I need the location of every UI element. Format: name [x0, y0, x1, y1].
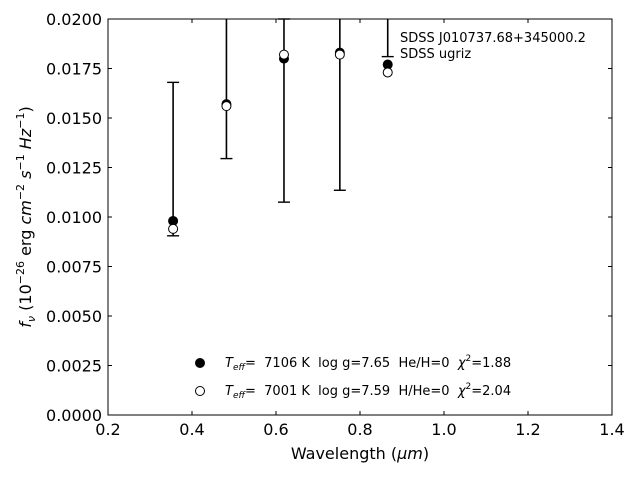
y-tick-label: 0.0125	[46, 159, 102, 178]
annotation-line-2: SDSS ugriz	[400, 47, 471, 62]
y-tick-label: 0.0150	[46, 109, 102, 128]
y-tick-label: 0.0200	[46, 10, 102, 29]
x-tick-label: 0.8	[347, 420, 372, 439]
x-axis-label: Wavelength (μm)	[291, 444, 429, 463]
legend-entry-1: Teff= 7106 K log g=7.65 He/H=0 χ2=1.88	[225, 354, 511, 373]
y-tick-label: 0.0075	[46, 258, 102, 277]
y-tick-label: 0.0025	[46, 357, 102, 376]
model-point-open	[334, 49, 345, 60]
model-point-open	[168, 223, 179, 234]
legend: Teff= 7106 K log g=7.65 He/H=0 χ2=1.88 T…	[195, 354, 511, 401]
plot-frame	[107, 18, 613, 416]
annotation-line-1: SDSS J010737.68+345000.2	[400, 31, 586, 46]
legend-entry-2: Teff= 7001 K log g=7.59 H/He=0 χ2=2.04	[225, 382, 511, 401]
model-point-open	[382, 67, 393, 78]
y-tick-label: 0.0100	[46, 208, 102, 227]
legend-marker-open	[195, 386, 205, 396]
axis-ticks: 0.2 0.4 0.6 0.8 1.0 1.2 1.4 0.0000 0.0025 0.0050 0…	[46, 10, 625, 439]
y-tick-label: 0.0175	[46, 60, 102, 79]
x-tick-label: 0.2	[95, 420, 120, 439]
x-tick-label: 1.2	[515, 420, 540, 439]
data-points	[167, 18, 394, 237]
x-tick-label: 1.0	[431, 420, 456, 439]
x-tick-label: 1.4	[599, 420, 624, 439]
model-point-open	[278, 49, 289, 60]
y-tick-label: 0.0000	[46, 406, 102, 425]
model-point-open	[221, 101, 232, 112]
y-axis-label: fν (10−26 erg cm−2 s−1 Hz−1)	[14, 106, 38, 327]
x-tick-label: 0.4	[179, 420, 204, 439]
y-tick-label: 0.0050	[46, 307, 102, 326]
legend-marker-filled	[195, 358, 205, 368]
x-tick-label: 0.6	[263, 420, 288, 439]
